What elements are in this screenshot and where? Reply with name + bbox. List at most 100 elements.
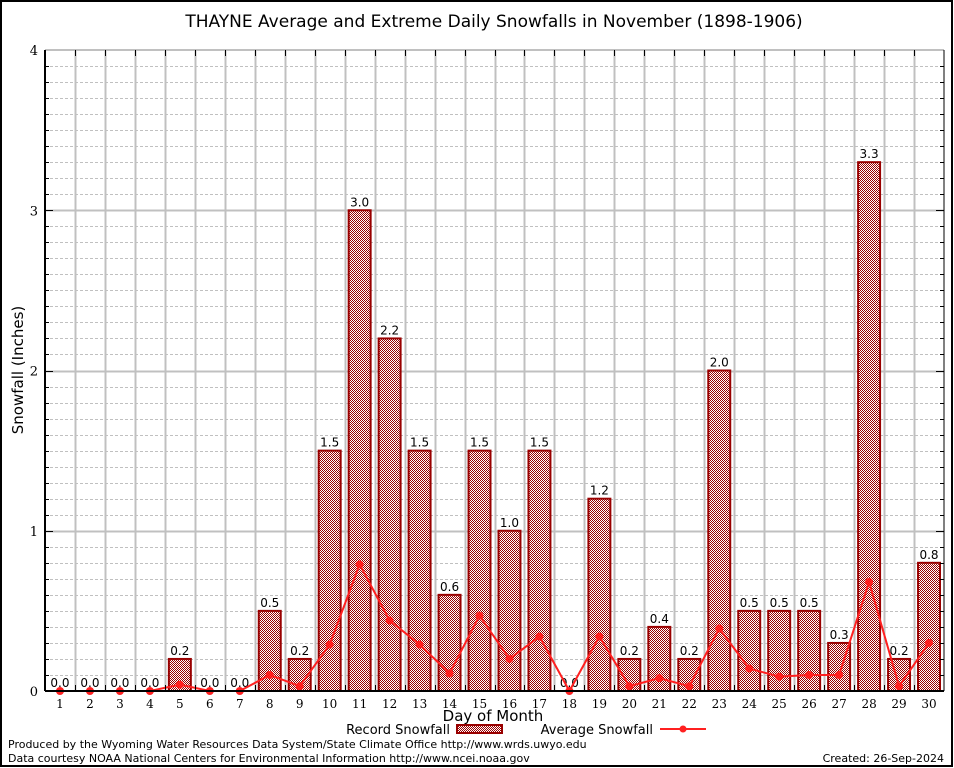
bar-value-label: 3.3 [860, 147, 879, 161]
bar-value-label: 0.3 [830, 628, 849, 642]
average-point-day-26 [805, 670, 814, 679]
x-tick-label: 20 [622, 697, 637, 711]
x-tick-label: 6 [206, 697, 214, 711]
bar-value-label: 0.5 [800, 596, 819, 610]
bar-value-label: 3.0 [350, 195, 369, 209]
x-tick-label: 4 [146, 697, 154, 711]
bar-value-label: 2.0 [710, 356, 729, 370]
average-point-day-29 [895, 682, 904, 691]
x-tick-label: 18 [562, 697, 577, 711]
bar-value-label: 0.0 [560, 676, 579, 690]
x-tick-label: 3 [116, 697, 124, 711]
average-point-day-30 [925, 638, 934, 647]
y-tick-labels: 0 1 2 3 4 [30, 44, 38, 700]
x-tick-labels: 1 2 3 4 5 6 7 8 9 10 11 12 13 14 15 16 17 18 19 20 21 22 23 24 2… [56, 697, 936, 711]
average-point-day-22 [685, 682, 694, 691]
bar-value-label: 0.0 [110, 676, 129, 690]
average-point-day-21 [655, 674, 664, 683]
bar-value-label: 1.2 [590, 484, 609, 498]
bar-value-label: 0.0 [230, 676, 249, 690]
bar-value-label: 0.2 [290, 644, 309, 658]
average-point-day-15 [475, 611, 484, 620]
average-point-day-28 [865, 578, 874, 587]
x-axis-label: Day of Month [443, 707, 544, 725]
x-tick-label: 25 [772, 697, 787, 711]
x-tick-label: 15 [472, 697, 487, 711]
x-tick-label: 12 [382, 697, 397, 711]
x-tick-label: 26 [802, 697, 817, 711]
bar-value-label: 0.2 [620, 644, 639, 658]
footer-data-courtesy: Data courtesy NOAA National Centers for … [8, 752, 530, 765]
average-point-day-25 [775, 672, 784, 681]
y-tick-label: 2 [30, 365, 38, 380]
grid [45, 49, 944, 691]
footer-produced-by: Produced by the Wyoming Water Resources … [8, 738, 587, 751]
bar-labels: 0.0 0.0 0.0 0.0 0.2 0.0 0.0 0.5 0.2 1.5 3.0 2.2 1.5 0… [50, 147, 938, 690]
average-point-day-24 [745, 664, 754, 673]
legend-label-record: Record Snowfall [346, 723, 450, 738]
bar-value-label: 1.5 [320, 436, 339, 450]
bar-value-label: 0.0 [80, 676, 99, 690]
bar-day-13 [407, 449, 432, 692]
bar-day-11 [347, 209, 372, 692]
x-tick-label: 23 [712, 697, 727, 711]
x-tick-label: 27 [831, 697, 846, 711]
average-point-day-19 [595, 632, 604, 641]
bar-day-17 [527, 449, 552, 692]
axes [44, 50, 945, 692]
bar-value-label: 0.4 [650, 612, 669, 626]
x-tick-label: 29 [891, 697, 906, 711]
y-axis-label: Snowfall (Inches) [9, 306, 27, 434]
legend-marker-average [679, 725, 687, 733]
bar-value-label: 1.5 [470, 436, 489, 450]
bar-value-label: 0.5 [260, 596, 279, 610]
average-line [55, 560, 934, 695]
legend-label-average: Average Snowfall [541, 723, 653, 738]
average-point-day-8 [265, 670, 274, 679]
bar-day-16 [497, 529, 522, 692]
legend: Record Snowfall Average Snowfall [346, 723, 706, 738]
average-point-day-12 [385, 616, 394, 625]
bar-value-label: 0.8 [919, 548, 938, 562]
bar-value-label: 1.0 [500, 516, 519, 530]
x-tick-label: 9 [296, 697, 304, 711]
x-tick-label: 19 [592, 697, 607, 711]
bar-value-label: 2.2 [380, 323, 399, 337]
average-point-day-23 [715, 624, 724, 633]
average-point-day-9 [295, 682, 304, 691]
footer-created-date: Created: 26-Sep-2024 [823, 752, 944, 765]
x-tick-label: 11 [352, 697, 367, 711]
bar-value-label: 0.6 [440, 580, 459, 594]
average-point-day-10 [325, 640, 334, 649]
x-tick-label: 22 [682, 697, 697, 711]
x-tick-label: 24 [742, 697, 758, 711]
bar-value-label: 0.5 [770, 596, 789, 610]
x-tick-label: 28 [861, 697, 876, 711]
bar-value-label: 1.5 [530, 436, 549, 450]
average-point-day-16 [505, 654, 514, 663]
bar-day-26 [797, 609, 822, 692]
x-tick-label: 1 [56, 697, 64, 711]
bar-day-12 [377, 337, 402, 692]
x-tick-label: 13 [412, 697, 427, 711]
y-tick-label: 3 [30, 204, 38, 219]
x-tick-label: 14 [442, 697, 458, 711]
y-tick-label: 0 [30, 685, 38, 700]
x-tick-label: 8 [266, 697, 274, 711]
bars [167, 161, 941, 693]
x-tick-label: 16 [502, 697, 517, 711]
bar-day-30 [917, 561, 941, 692]
bar-value-label: 0.2 [170, 644, 189, 658]
y-tick-label: 4 [30, 44, 38, 59]
bar-value-label: 0.0 [200, 676, 219, 690]
average-point-day-14 [445, 669, 454, 678]
x-tick-label: 5 [176, 697, 184, 711]
average-point-day-27 [835, 670, 844, 679]
bar-value-label: 0.5 [740, 596, 759, 610]
bar-value-label: 0.2 [680, 644, 699, 658]
x-tick-label: 10 [322, 697, 337, 711]
chart-title: THAYNE Average and Extreme Daily Snowfal… [184, 12, 802, 32]
bar-day-15 [467, 449, 492, 692]
x-tick-label: 30 [921, 697, 936, 711]
